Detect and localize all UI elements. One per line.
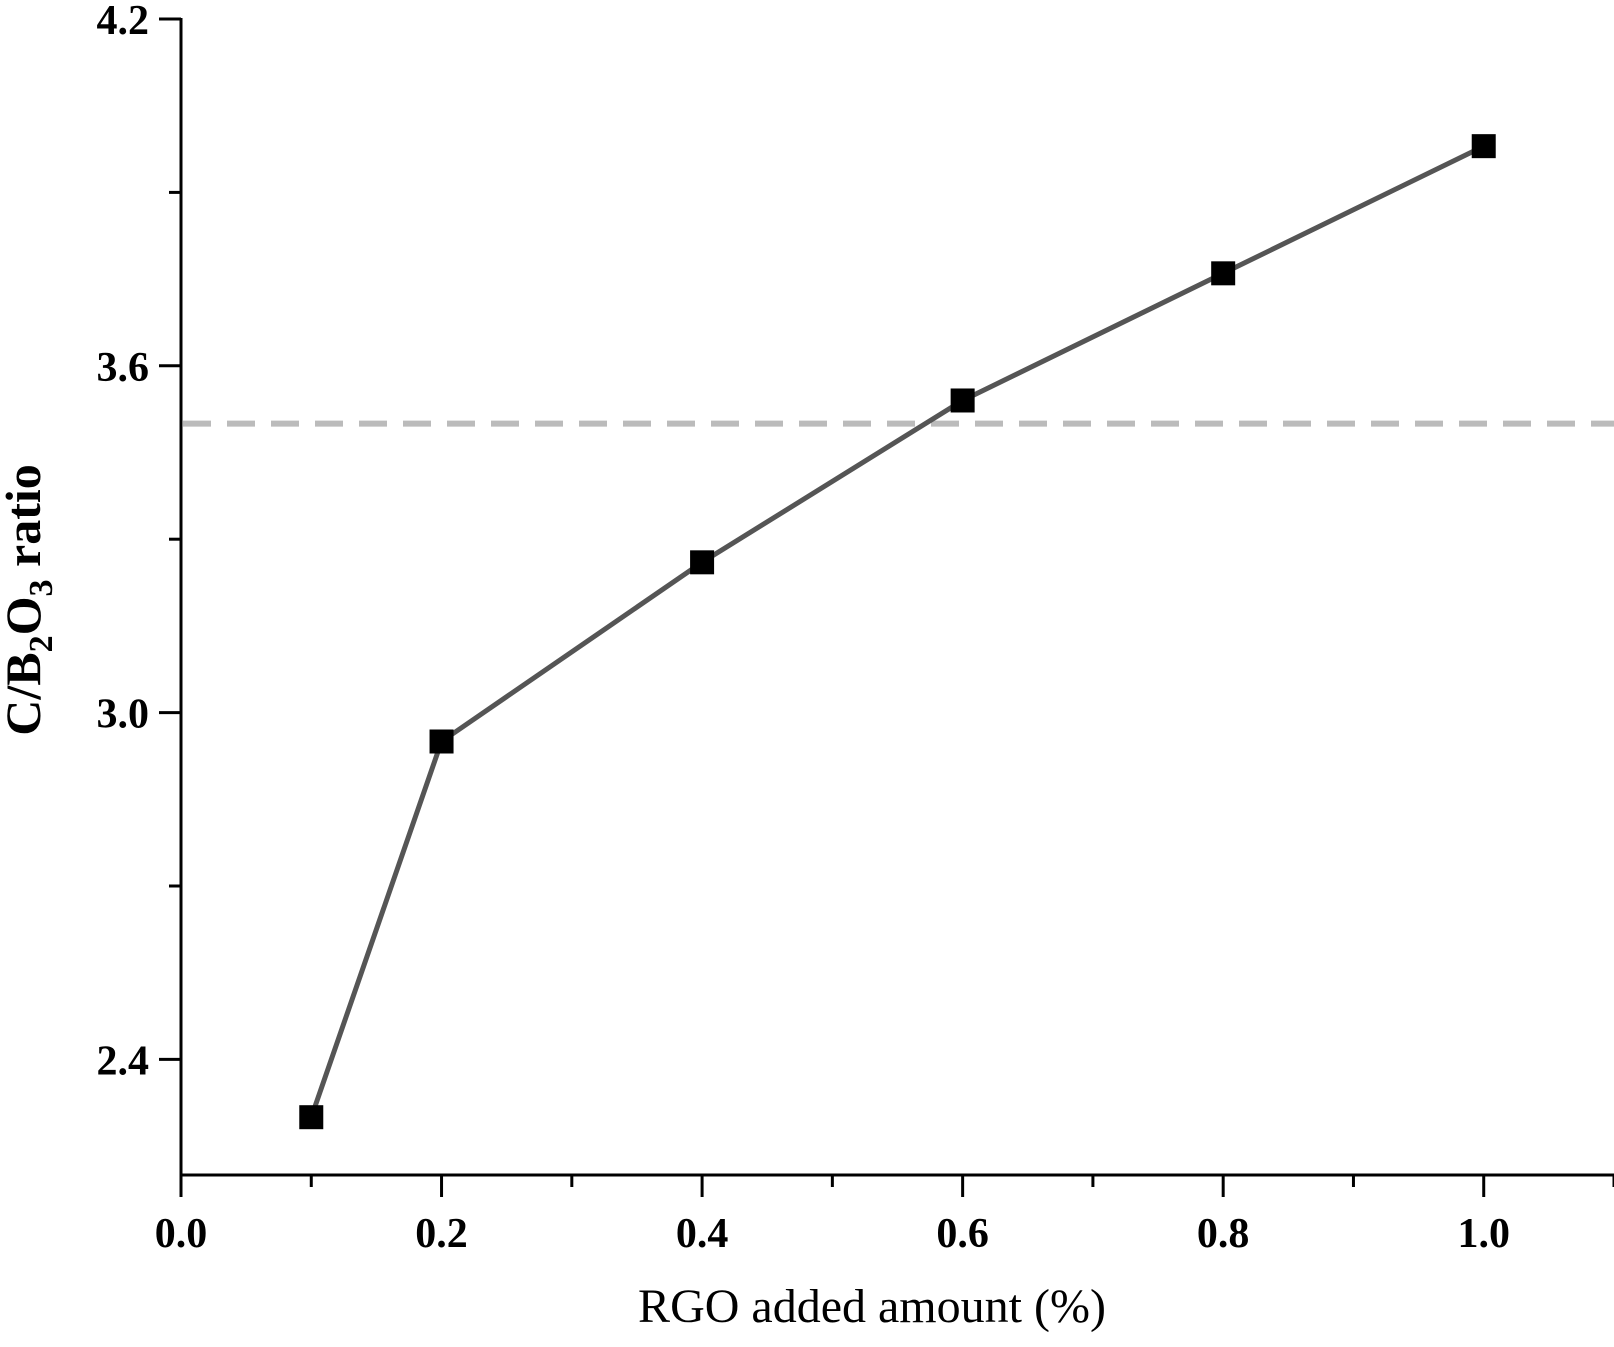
y-axis-title: C/B2O3 ratio <box>0 464 60 736</box>
y-axis-title-subscript: 3 <box>23 579 60 596</box>
series-layer <box>299 134 1496 1130</box>
y-axis-title-part: O <box>0 596 51 635</box>
data-point-marker <box>299 1105 324 1130</box>
x-tick-label: 0.2 <box>415 1211 468 1257</box>
x-tick-label: 1.0 <box>1457 1211 1510 1257</box>
y-tick-label: 3.0 <box>97 692 150 738</box>
x-tick-label: 0.6 <box>936 1211 989 1257</box>
y-tick-label: 4.2 <box>97 0 150 44</box>
x-tick-label: 0.8 <box>1197 1211 1250 1257</box>
y-tick-label: 2.4 <box>97 1038 150 1084</box>
tick-label-layer: 0.0 0.2 0.4 0.6 0.8 1.0 2.4 3.0 3.6 4.2 <box>97 0 1510 1257</box>
x-axis-title: RGO added amount (%) <box>638 1280 1106 1333</box>
y-axis-title-part: ratio <box>0 464 51 579</box>
data-point-marker <box>1211 261 1236 286</box>
x-tick-label: 0.0 <box>155 1211 208 1257</box>
y-tick-label: 3.6 <box>97 345 150 391</box>
data-point-marker <box>429 729 454 754</box>
y-axis-title-part: C/B <box>0 652 51 735</box>
series-line <box>308 143 1485 1119</box>
x-tick-label: 0.4 <box>676 1211 729 1257</box>
data-point-marker <box>950 388 975 413</box>
data-point-marker <box>1471 134 1496 159</box>
y-axis-title-subscript: 2 <box>23 635 60 652</box>
data-point-marker <box>690 550 715 575</box>
axis-layer <box>159 17 1614 1197</box>
